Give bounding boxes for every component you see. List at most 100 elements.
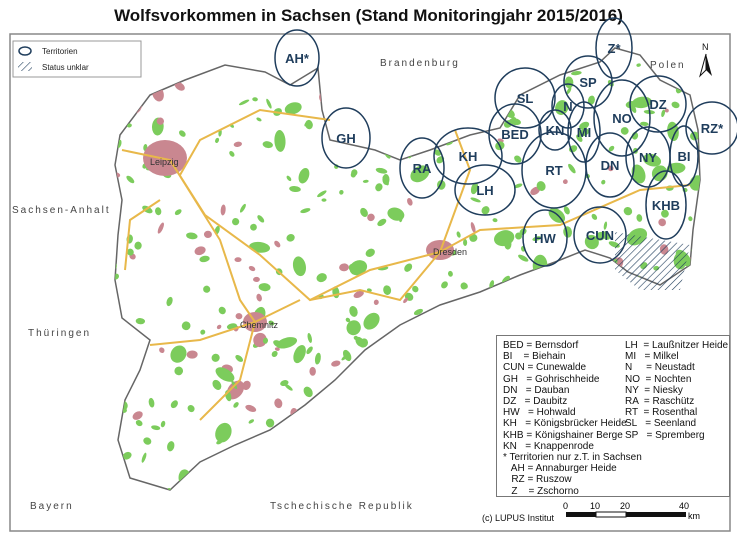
- forest-patch: [355, 386, 360, 397]
- territory[interactable]: MI: [567, 101, 601, 163]
- forest-patch: [434, 429, 442, 435]
- forest-patch: [317, 190, 327, 198]
- forest-patch: [411, 479, 421, 485]
- key-entry: RA = Raschütz: [625, 396, 695, 408]
- territory[interactable]: NO: [593, 79, 651, 157]
- forest-patch: [233, 402, 239, 408]
- label-polen: Polen: [650, 60, 686, 71]
- forest-patch: [314, 352, 321, 365]
- territory[interactable]: KHB: [645, 170, 687, 240]
- territory[interactable]: RZ*: [685, 101, 737, 155]
- forest-patch: [262, 459, 270, 465]
- territory[interactable]: LH: [454, 164, 516, 216]
- forest-patch: [333, 92, 341, 98]
- forest-patch: [441, 389, 447, 395]
- road: [199, 321, 256, 421]
- label-tschechien: Tschechische Republik: [270, 501, 414, 512]
- territory[interactable]: BI: [669, 125, 699, 187]
- territory-label: CUN: [586, 228, 614, 243]
- key-entry: CUN = Cunewalde: [503, 362, 587, 374]
- forest-patch: [601, 179, 606, 185]
- key-entry: Z = Zschorno: [503, 485, 579, 497]
- forest-patch: [579, 121, 590, 130]
- forest-patch: [250, 223, 257, 231]
- urban-area: [387, 400, 394, 406]
- territory[interactable]: DZ: [629, 75, 687, 133]
- key-entry: NY = Niesky: [625, 384, 683, 396]
- forest-patch: [212, 379, 222, 390]
- forest-patch: [284, 102, 302, 115]
- forest-patch: [444, 101, 464, 117]
- territory[interactable]: AH*: [274, 29, 320, 87]
- urban-area: [499, 88, 511, 94]
- urban-area: [531, 313, 539, 320]
- urban-area: [437, 430, 448, 437]
- urban-area: [353, 290, 364, 299]
- forest-patch: [563, 298, 585, 310]
- forest-patch: [445, 347, 452, 354]
- territory[interactable]: HW: [522, 209, 568, 267]
- forest-patch: [346, 320, 361, 336]
- forest-patch: [416, 431, 423, 439]
- forest-patch: [413, 89, 428, 103]
- forest-patch: [141, 452, 147, 463]
- forest-patch: [375, 183, 383, 192]
- key-note: * Territorien nur z.T. in Sachsen AH = A…: [503, 452, 642, 497]
- territory[interactable]: CUN: [573, 206, 627, 264]
- territory[interactable]: DN: [585, 132, 635, 198]
- forest-patch: [289, 186, 301, 193]
- forest-patch: [518, 254, 529, 262]
- territory[interactable]: Z*: [595, 17, 633, 79]
- forest-patch: [303, 386, 313, 398]
- urban-area: [407, 197, 413, 206]
- territory[interactable]: GH: [321, 107, 371, 169]
- urban-area: [216, 324, 222, 330]
- forest-patch: [620, 127, 629, 135]
- forest-patch: [540, 281, 549, 291]
- territory[interactable]: RA: [399, 137, 445, 199]
- key-left-column: BED = Bernsdorf BI = Biehain CUN = Cunewal…: [503, 340, 627, 452]
- forest-patch: [215, 422, 232, 443]
- forest-patch: [463, 239, 468, 246]
- urban-area: [235, 313, 243, 320]
- forest-patch: [482, 397, 489, 402]
- forest-patch: [589, 42, 595, 48]
- forest-patch: [471, 93, 486, 112]
- key-entry: RT = Rosenthal: [625, 407, 698, 419]
- forest-patch: [415, 95, 424, 103]
- city-chemnitz: Chemnitz: [240, 320, 279, 330]
- forest-patch: [179, 130, 186, 137]
- urban-area: [385, 355, 392, 362]
- forest-patch: [673, 316, 678, 324]
- urban-area: [530, 186, 541, 196]
- legend-territory: Territorien: [42, 47, 78, 56]
- territory[interactable]: KH: [433, 127, 503, 185]
- territory-label: N: [563, 99, 572, 114]
- forest-patch: [587, 95, 595, 105]
- territory[interactable]: KN: [538, 109, 572, 151]
- forest-patch: [377, 218, 387, 227]
- urban-area: [355, 416, 364, 423]
- road: [254, 299, 301, 323]
- forest-patch: [446, 445, 454, 453]
- key-entry: RZ = Ruszow: [503, 474, 572, 486]
- urban-area: [607, 165, 614, 172]
- forest-patch: [256, 56, 261, 62]
- urban-area: [524, 81, 531, 89]
- territory[interactable]: SL: [494, 67, 556, 129]
- territory-label: AH*: [285, 51, 310, 66]
- forest-patch: [126, 175, 135, 184]
- forest-patch: [566, 87, 572, 95]
- forest-patch: [584, 234, 599, 250]
- map-title: Wolfsvorkommen in Sachsen (Stand Monitor…: [114, 6, 623, 25]
- urban-area: [157, 222, 164, 234]
- forest-patch: [574, 275, 584, 284]
- forest-patch: [274, 130, 286, 152]
- urban-area: [331, 360, 341, 367]
- forest-patch: [623, 206, 633, 216]
- forest-patch: [470, 182, 479, 195]
- svg-text:10: 10: [590, 501, 600, 511]
- forest-patch: [232, 218, 240, 226]
- urban-area: [582, 283, 590, 291]
